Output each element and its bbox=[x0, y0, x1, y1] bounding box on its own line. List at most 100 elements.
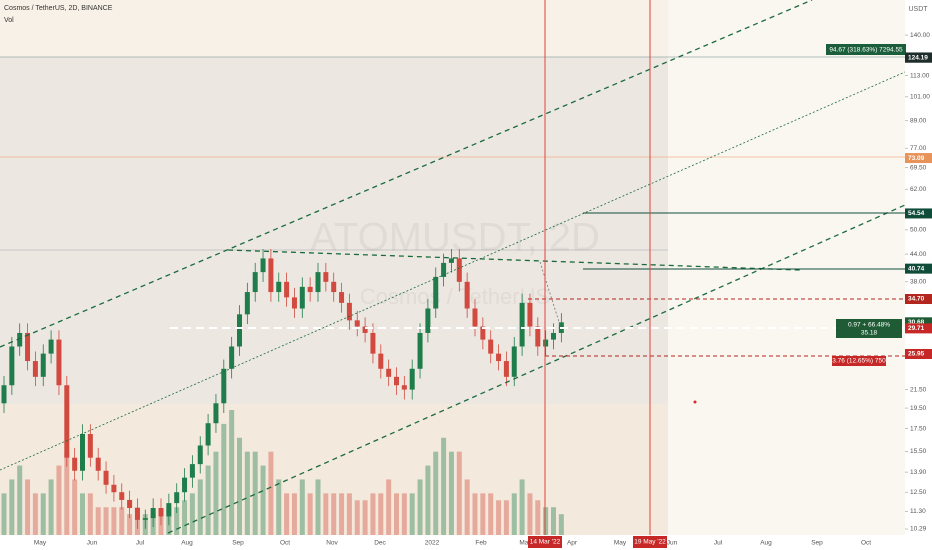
watermark: Cosmos / TetherUS bbox=[360, 284, 550, 309]
channel-top bbox=[0, 0, 813, 348]
candle-body bbox=[166, 503, 172, 517]
x-tick-label: Aug bbox=[760, 540, 772, 547]
date-marker bbox=[528, 536, 562, 548]
volume-bar bbox=[323, 493, 329, 535]
candle-body bbox=[315, 272, 321, 293]
y-tick-label: 140.00 bbox=[910, 32, 930, 39]
x-tick-label: Jun bbox=[87, 540, 98, 547]
volume-bar bbox=[503, 500, 509, 535]
x-tick-label: Sep bbox=[232, 540, 244, 547]
x-tick-label: Sep bbox=[811, 540, 823, 547]
volume-bar bbox=[40, 493, 46, 535]
candle-body bbox=[448, 258, 454, 263]
price-tag bbox=[905, 153, 932, 164]
future-area bbox=[668, 0, 905, 535]
candle-body bbox=[205, 423, 211, 446]
date-marker-label: 19 May '22 bbox=[634, 539, 666, 546]
candle-body bbox=[40, 353, 46, 377]
candle-body bbox=[339, 292, 345, 303]
candle-body bbox=[95, 457, 101, 471]
volume-bar bbox=[17, 465, 23, 535]
volume-bar bbox=[543, 507, 549, 535]
price-tag bbox=[905, 294, 932, 305]
x-tick-label: Dec bbox=[374, 540, 386, 547]
volume-bar bbox=[401, 493, 407, 535]
volume-bar bbox=[441, 437, 447, 535]
candle-body bbox=[362, 326, 368, 333]
price-tag-label: 73.09 bbox=[908, 155, 925, 162]
volume-legend: Vol bbox=[4, 17, 14, 24]
volume-bar bbox=[119, 507, 125, 535]
price-tag-label: 30.68 bbox=[908, 319, 925, 326]
volume-bar bbox=[56, 465, 62, 535]
candle-body bbox=[158, 507, 164, 517]
y-tick-label: 38.00 bbox=[910, 279, 927, 286]
volume-bar bbox=[346, 493, 352, 535]
candle-body bbox=[284, 281, 290, 298]
candle-body bbox=[237, 314, 242, 347]
candle-body bbox=[87, 434, 93, 458]
x-tick-label: Jun bbox=[667, 540, 678, 547]
volume-bar bbox=[95, 507, 101, 535]
y-tick-label: 89.00 bbox=[910, 117, 927, 124]
candle-body bbox=[354, 320, 360, 327]
volume-bar bbox=[535, 500, 541, 535]
price-tag bbox=[905, 317, 932, 328]
volume-bar bbox=[511, 493, 517, 535]
candle-body bbox=[182, 477, 188, 493]
volume-bar bbox=[80, 493, 85, 535]
candle-body bbox=[111, 484, 117, 493]
volume-bar bbox=[558, 514, 564, 535]
candle-body bbox=[386, 368, 392, 377]
measure-text: 3.76 (12.65%) 750 bbox=[832, 358, 886, 365]
measure-box bbox=[836, 319, 902, 338]
volume-bar bbox=[252, 451, 258, 535]
volume-bar bbox=[260, 465, 266, 535]
volume-bar bbox=[331, 493, 337, 535]
candle-body bbox=[543, 339, 549, 347]
x-tick-label: Jul bbox=[714, 540, 723, 547]
volume-bar bbox=[370, 493, 376, 535]
volume-bar bbox=[417, 479, 423, 535]
y-tick-label: 19.50 bbox=[910, 405, 927, 412]
volume-bar bbox=[464, 479, 470, 535]
volume-bar bbox=[182, 500, 188, 535]
candle-body bbox=[456, 258, 462, 282]
volume-bar bbox=[244, 451, 250, 535]
candle-body bbox=[409, 368, 415, 390]
volume-bar bbox=[205, 465, 211, 535]
volume-bar bbox=[213, 451, 219, 535]
y-tick-label: 13.90 bbox=[910, 469, 927, 476]
volume-bar bbox=[197, 479, 203, 535]
volume-bar bbox=[307, 493, 313, 535]
volume-bar bbox=[276, 479, 282, 535]
price-tag-label: 124.19 bbox=[908, 54, 928, 61]
measure-box bbox=[826, 44, 906, 55]
candle-body bbox=[480, 326, 486, 340]
candle-body bbox=[433, 276, 439, 309]
volume-bar bbox=[378, 493, 384, 535]
candle-body bbox=[56, 339, 62, 386]
x-tick-label: Feb bbox=[475, 540, 487, 547]
volume-bar bbox=[87, 493, 93, 535]
candle-body bbox=[370, 332, 376, 354]
volume-bar bbox=[103, 507, 109, 535]
candle-body bbox=[551, 332, 556, 340]
range-shade bbox=[0, 57, 668, 404]
x-tick-label: Oct bbox=[280, 540, 290, 547]
x-tick-label: May bbox=[34, 540, 47, 547]
candle-body bbox=[299, 286, 305, 309]
candle-body bbox=[48, 339, 54, 354]
volume-bar bbox=[72, 479, 78, 535]
price-tag bbox=[905, 208, 932, 219]
y-tick-label: 44.00 bbox=[910, 251, 927, 258]
candle-body bbox=[244, 292, 250, 315]
volume-bar bbox=[237, 437, 242, 535]
x-tick-label: Mar bbox=[519, 540, 531, 547]
price-tag-label: 34.70 bbox=[908, 296, 925, 303]
measure-box bbox=[832, 356, 886, 366]
candle-body bbox=[464, 281, 470, 309]
legend: Cosmos / TetherUS, 2D, BINANCE bbox=[4, 5, 113, 12]
y-tick-label: 101.00 bbox=[910, 94, 930, 101]
candle-body bbox=[268, 258, 274, 293]
